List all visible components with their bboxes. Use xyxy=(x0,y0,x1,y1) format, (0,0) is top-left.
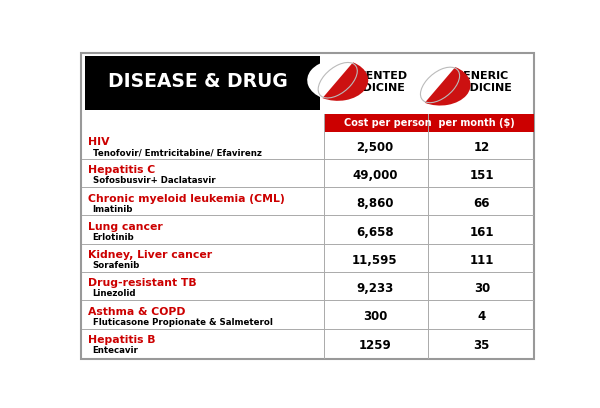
Text: Asthma & COPD: Asthma & COPD xyxy=(88,307,185,317)
Text: 111: 111 xyxy=(470,254,494,267)
Text: 8,860: 8,860 xyxy=(356,197,394,211)
FancyBboxPatch shape xyxy=(324,114,535,132)
Text: 12: 12 xyxy=(474,141,490,154)
Text: Kidney, Liver cancer: Kidney, Liver cancer xyxy=(88,250,212,260)
Text: 6,658: 6,658 xyxy=(356,226,394,239)
Wedge shape xyxy=(307,60,353,98)
Text: 49,000: 49,000 xyxy=(352,169,398,182)
Text: 2,500: 2,500 xyxy=(356,141,394,154)
Text: 66: 66 xyxy=(473,197,490,211)
Text: Sofosbusvir+ Daclatasvir: Sofosbusvir+ Daclatasvir xyxy=(92,176,215,185)
Wedge shape xyxy=(425,67,470,106)
Text: Drug-resistant TB: Drug-resistant TB xyxy=(88,279,197,288)
Wedge shape xyxy=(322,62,368,101)
Text: Cost per person  per month ($): Cost per person per month ($) xyxy=(344,118,514,128)
Text: Imatinib: Imatinib xyxy=(92,205,133,214)
Text: GENERIC
MEDICINE: GENERIC MEDICINE xyxy=(451,71,512,93)
Text: Hepatitis B: Hepatitis B xyxy=(88,335,155,345)
Text: Entecavir: Entecavir xyxy=(92,346,139,355)
Text: Fluticasone Propionate & Salmeterol: Fluticasone Propionate & Salmeterol xyxy=(92,318,272,327)
Text: Chronic myeloid leukemia (CML): Chronic myeloid leukemia (CML) xyxy=(88,194,285,204)
Text: DISEASE & DRUG: DISEASE & DRUG xyxy=(109,72,288,91)
Text: Hepatitis C: Hepatitis C xyxy=(88,165,155,175)
Text: 35: 35 xyxy=(473,339,490,352)
Ellipse shape xyxy=(318,62,357,98)
Text: PATENTED
MEDICINE: PATENTED MEDICINE xyxy=(343,71,407,93)
Text: 30: 30 xyxy=(474,282,490,295)
Text: Linezolid: Linezolid xyxy=(92,289,136,298)
Ellipse shape xyxy=(318,62,357,98)
FancyBboxPatch shape xyxy=(85,56,320,110)
Text: HIV: HIV xyxy=(88,137,110,147)
Ellipse shape xyxy=(421,67,460,103)
Text: Lung cancer: Lung cancer xyxy=(88,222,163,232)
Text: 4: 4 xyxy=(478,310,486,324)
Text: 161: 161 xyxy=(470,226,494,239)
Text: 9,233: 9,233 xyxy=(356,282,394,295)
Wedge shape xyxy=(410,64,455,103)
Text: Erlotinib: Erlotinib xyxy=(92,233,134,242)
Text: 151: 151 xyxy=(470,169,494,182)
Text: 11,595: 11,595 xyxy=(352,254,398,267)
Text: Sorafenib: Sorafenib xyxy=(92,261,140,270)
FancyBboxPatch shape xyxy=(80,53,535,359)
Text: 1259: 1259 xyxy=(359,339,391,352)
Text: 300: 300 xyxy=(363,310,387,324)
Ellipse shape xyxy=(421,67,460,103)
Text: Tenofovir/ Emtricitabine/ Efavirenz: Tenofovir/ Emtricitabine/ Efavirenz xyxy=(92,148,262,157)
